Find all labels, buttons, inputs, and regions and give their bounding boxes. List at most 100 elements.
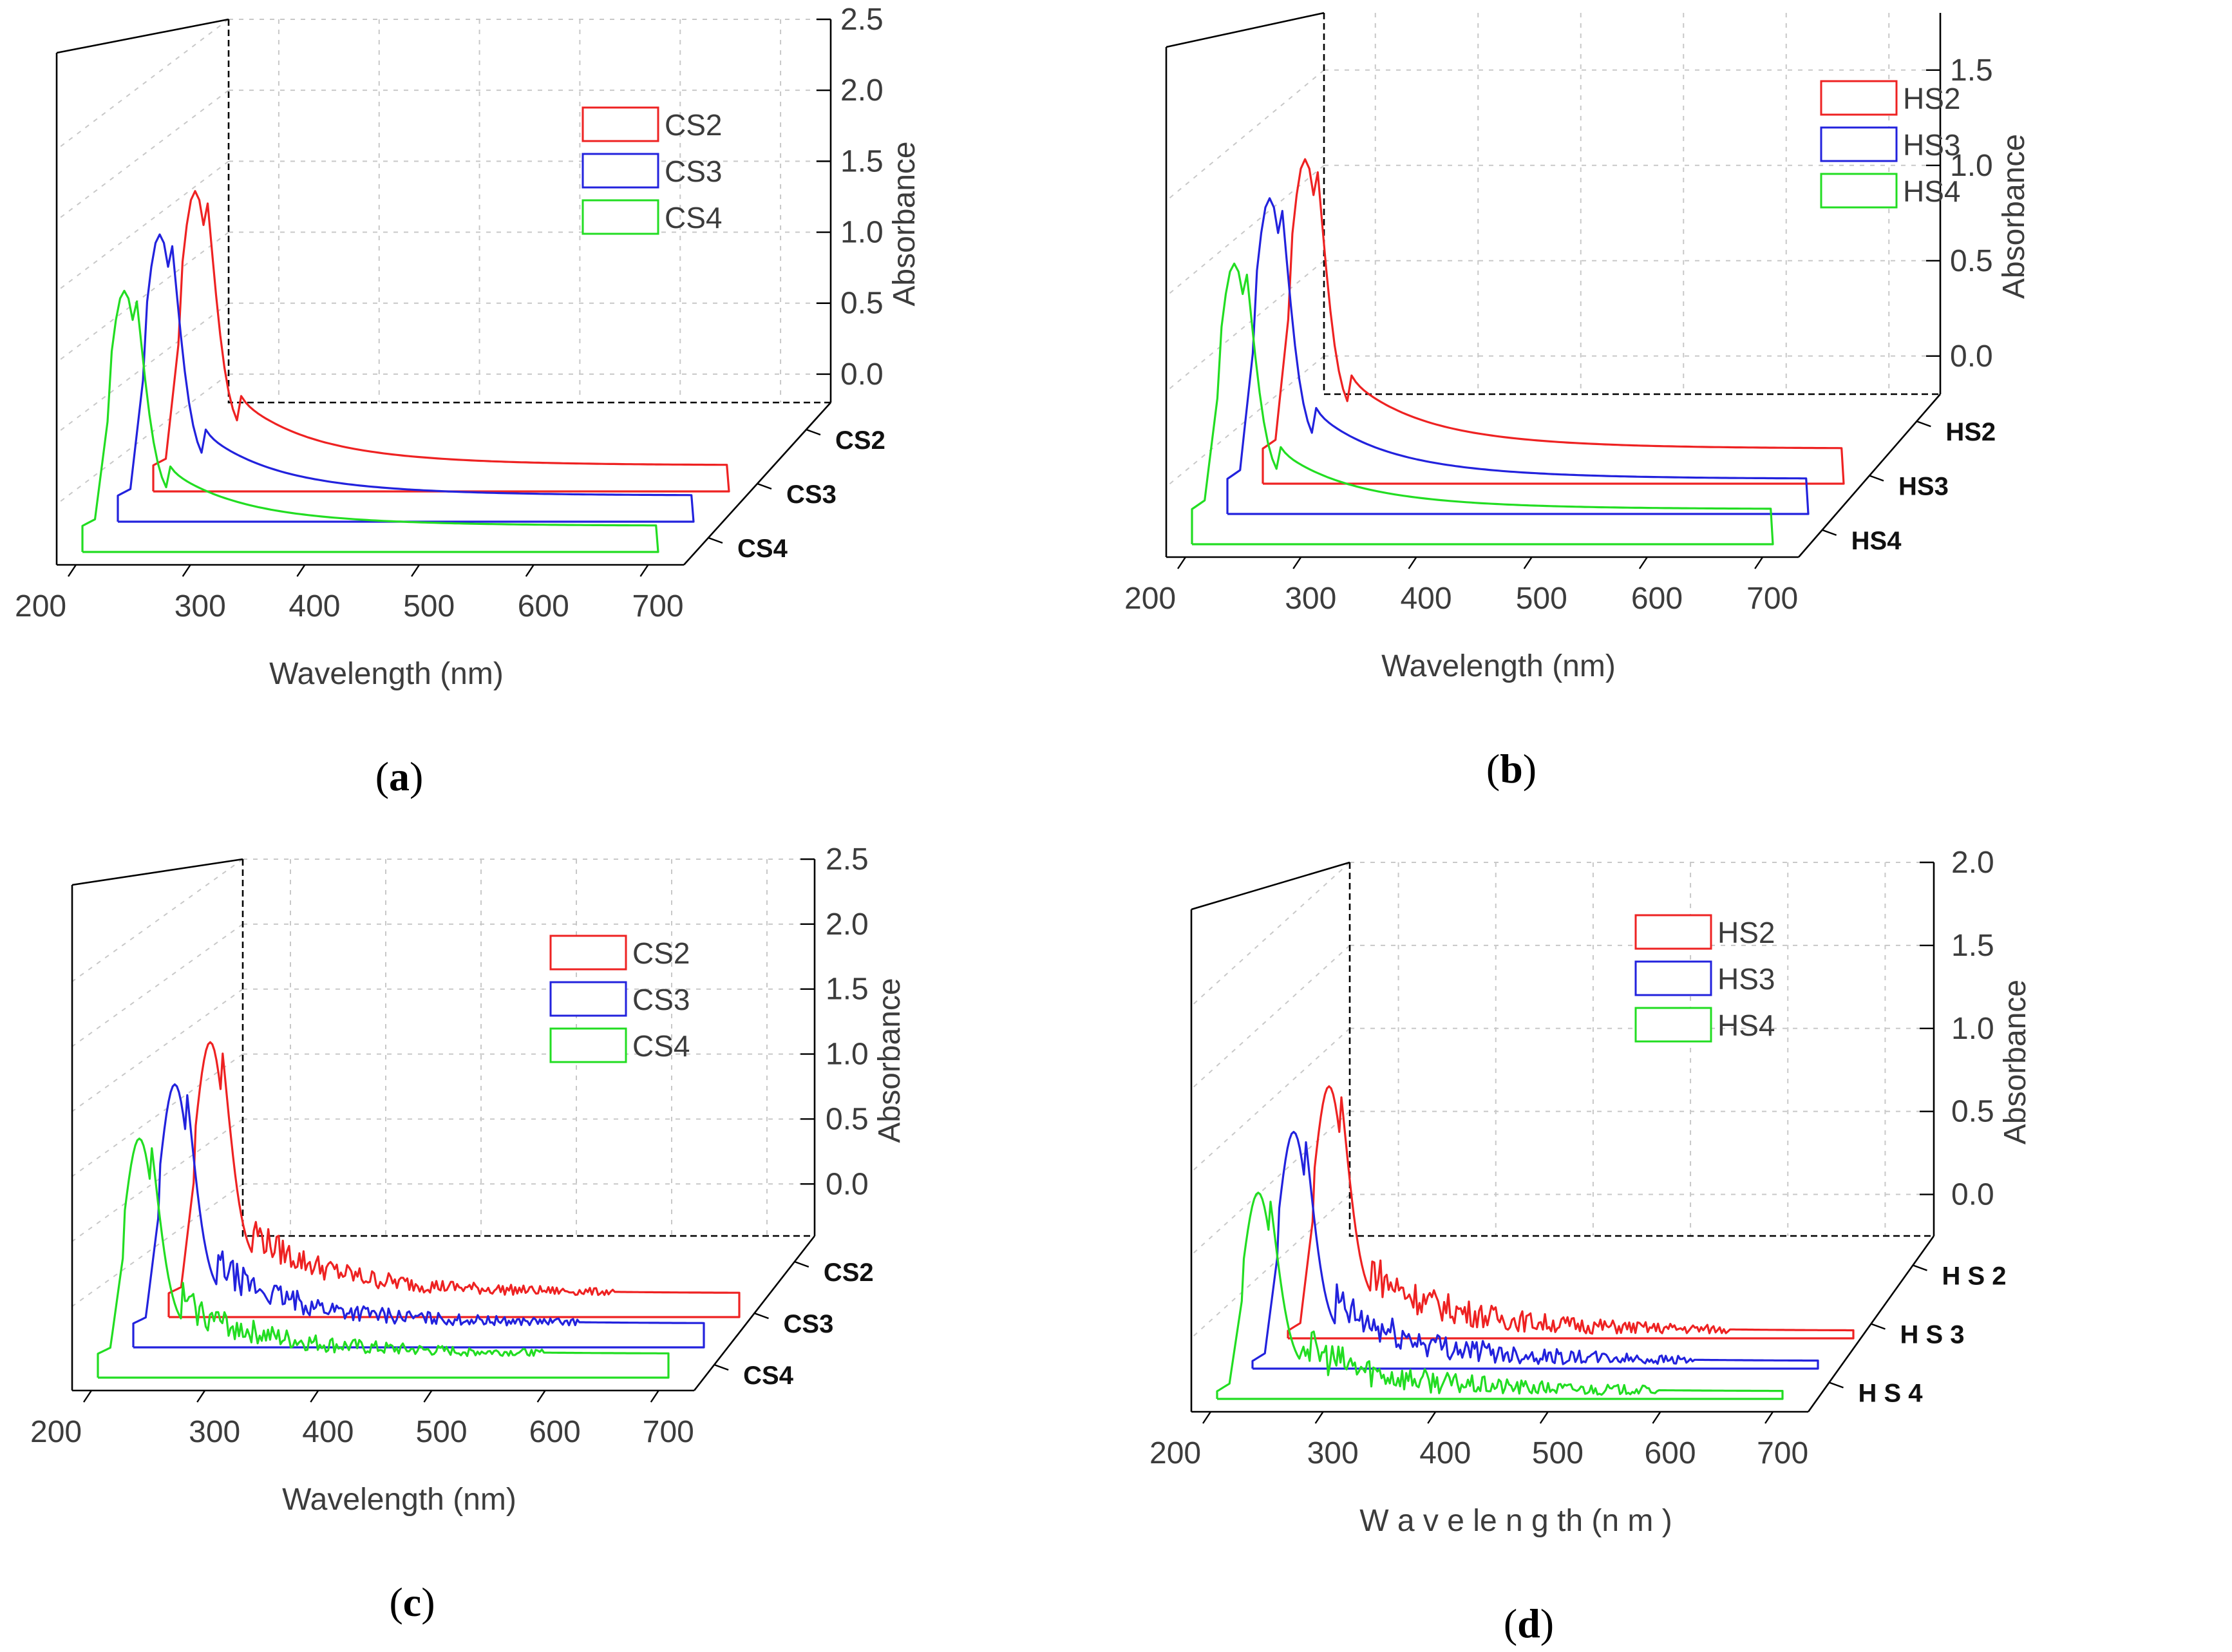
series-trace-cs4 xyxy=(97,1137,670,1379)
gridline-left-wall xyxy=(71,924,243,1047)
gridline-left-wall xyxy=(1191,1193,1350,1339)
series-trace-cs3 xyxy=(117,233,695,523)
x-tick-label: 700 xyxy=(1757,1436,1808,1470)
series-trace-hs2 xyxy=(1287,1085,1855,1340)
x-tick xyxy=(1427,1411,1437,1424)
legend-swatch-cs4 xyxy=(549,1027,627,1063)
legend-label: HS4 xyxy=(1903,175,1960,208)
depth-label: CS2 xyxy=(824,1258,874,1287)
panel-c: 0.0 0.5 1.0 1.5 2.0 2.5 Absorbance 200 300 400 500… xyxy=(0,826,1116,1651)
x-tick xyxy=(1539,1411,1549,1424)
legend-label: HS3 xyxy=(1717,962,1775,996)
y-tick-label: 0.5 xyxy=(1951,1095,1994,1129)
gridline-left-wall xyxy=(1191,1110,1350,1256)
x-tick-label: 500 xyxy=(415,1415,467,1449)
gridline-left-wall xyxy=(1166,260,1325,392)
legend-swatch-hs3 xyxy=(1820,126,1898,162)
x-tick-label: 700 xyxy=(1746,582,1798,616)
x-tick-label: 400 xyxy=(288,589,340,623)
legend-label: HS3 xyxy=(1903,128,1960,162)
y-tick-label: 1.0 xyxy=(840,216,884,250)
legend-swatch-cs3 xyxy=(549,981,627,1017)
x-tick xyxy=(1202,1411,1211,1424)
gridline-left-wall xyxy=(71,859,243,982)
x-axis-title: W a v e le n g th (n m ) xyxy=(1359,1504,1672,1538)
x-tick-label: 300 xyxy=(1285,582,1336,616)
depth-label: HS4 xyxy=(1851,527,1902,555)
series-trace-hs3 xyxy=(1251,1130,1819,1370)
y-axis-title: Absorbance xyxy=(1998,980,2032,1144)
y-tick-label: 2.0 xyxy=(840,73,884,108)
left-wall-top-edge xyxy=(56,18,229,54)
legend-swatch-cs4 xyxy=(582,199,659,235)
gridline-left-wall xyxy=(56,90,229,221)
depth-label: CS3 xyxy=(784,1310,834,1338)
legend-label: CS2 xyxy=(665,108,722,142)
gridline-left-wall xyxy=(1191,945,1350,1090)
x-tick-label: 200 xyxy=(1149,1436,1201,1470)
series-trace-cs4 xyxy=(81,289,659,553)
depth-label: HS3 xyxy=(1898,473,1949,501)
x-tick-label: 700 xyxy=(632,589,683,623)
left-wall-top-edge xyxy=(1191,861,1350,911)
gridline-left-wall xyxy=(71,988,243,1112)
y-tick-label: 1.0 xyxy=(826,1038,869,1072)
gridline-left-wall xyxy=(71,1118,243,1242)
depth-label: H S 3 xyxy=(1900,1321,1965,1349)
x-tick xyxy=(1292,556,1302,569)
x-tick-label: 600 xyxy=(1631,582,1683,616)
back-wall-edge xyxy=(227,19,831,404)
legend-swatch-hs4 xyxy=(1634,1007,1712,1043)
depth-tick xyxy=(1913,1264,1927,1271)
legend-swatch-hs2 xyxy=(1634,914,1712,950)
back-wall-edge xyxy=(1348,862,1934,1237)
x-tick xyxy=(182,564,191,577)
left-wall-top-edge xyxy=(1166,12,1325,48)
depth-label: H S 2 xyxy=(1942,1262,2007,1291)
legend-label: CS3 xyxy=(632,983,690,1016)
x-tick-label: 400 xyxy=(1400,582,1452,616)
y-tick-label: 2.0 xyxy=(1951,846,1994,880)
x-tick xyxy=(1638,556,1648,569)
x-tick-label: 300 xyxy=(189,1415,240,1449)
legend-label: HS2 xyxy=(1717,916,1775,949)
x-tick xyxy=(650,1390,659,1403)
panel-label: (b) xyxy=(1486,746,1537,792)
depth-label: CS3 xyxy=(786,480,837,509)
series-trace-cs3 xyxy=(132,1083,705,1349)
depth-tick xyxy=(714,1363,729,1371)
series-trace-hs4 xyxy=(1191,262,1774,546)
legend-label: HS2 xyxy=(1903,82,1960,115)
depth-tick xyxy=(1871,1323,1886,1330)
depth-label: CS2 xyxy=(835,426,885,455)
panel-label: (c) xyxy=(389,1579,435,1625)
x-tick xyxy=(196,1390,206,1403)
legend-label: CS4 xyxy=(632,1029,690,1063)
x-axis-title: Wavelength (nm) xyxy=(269,657,504,691)
chart-b: 0.0 0.5 1.0 1.5 Absorbance 200 300 400 500 600 700… xyxy=(1124,12,2031,792)
x-tick-label: 400 xyxy=(1419,1436,1471,1470)
y-tick-label: 1.0 xyxy=(1951,1012,1994,1046)
y-tick-label: 0.5 xyxy=(1950,244,1993,278)
x-tick-label: 300 xyxy=(1307,1436,1359,1470)
y-tick-label: 2.0 xyxy=(826,907,869,942)
x-tick xyxy=(423,1390,433,1403)
x-tick xyxy=(310,1390,319,1403)
depth-label: HS2 xyxy=(1945,418,1996,446)
legend-label: CS4 xyxy=(665,201,722,234)
x-tick-label: 600 xyxy=(1644,1436,1696,1470)
x-tick xyxy=(1764,1411,1774,1424)
y-tick-label: 1.5 xyxy=(840,144,884,178)
x-tick-label: 200 xyxy=(15,589,66,623)
x-tick xyxy=(411,564,421,577)
legend-swatch-cs2 xyxy=(582,106,659,142)
gridline-left-wall xyxy=(1191,1028,1350,1173)
back-wall-edge xyxy=(241,859,815,1237)
y-tick-label: 1.0 xyxy=(1950,149,1993,183)
series-trace-hs2 xyxy=(1262,158,1845,485)
x-tick xyxy=(1652,1411,1661,1424)
panel-label: (a) xyxy=(375,754,424,799)
depth-label: CS4 xyxy=(737,535,788,563)
series-trace-hs4 xyxy=(1216,1192,1784,1400)
x-tick-label: 600 xyxy=(529,1415,581,1449)
